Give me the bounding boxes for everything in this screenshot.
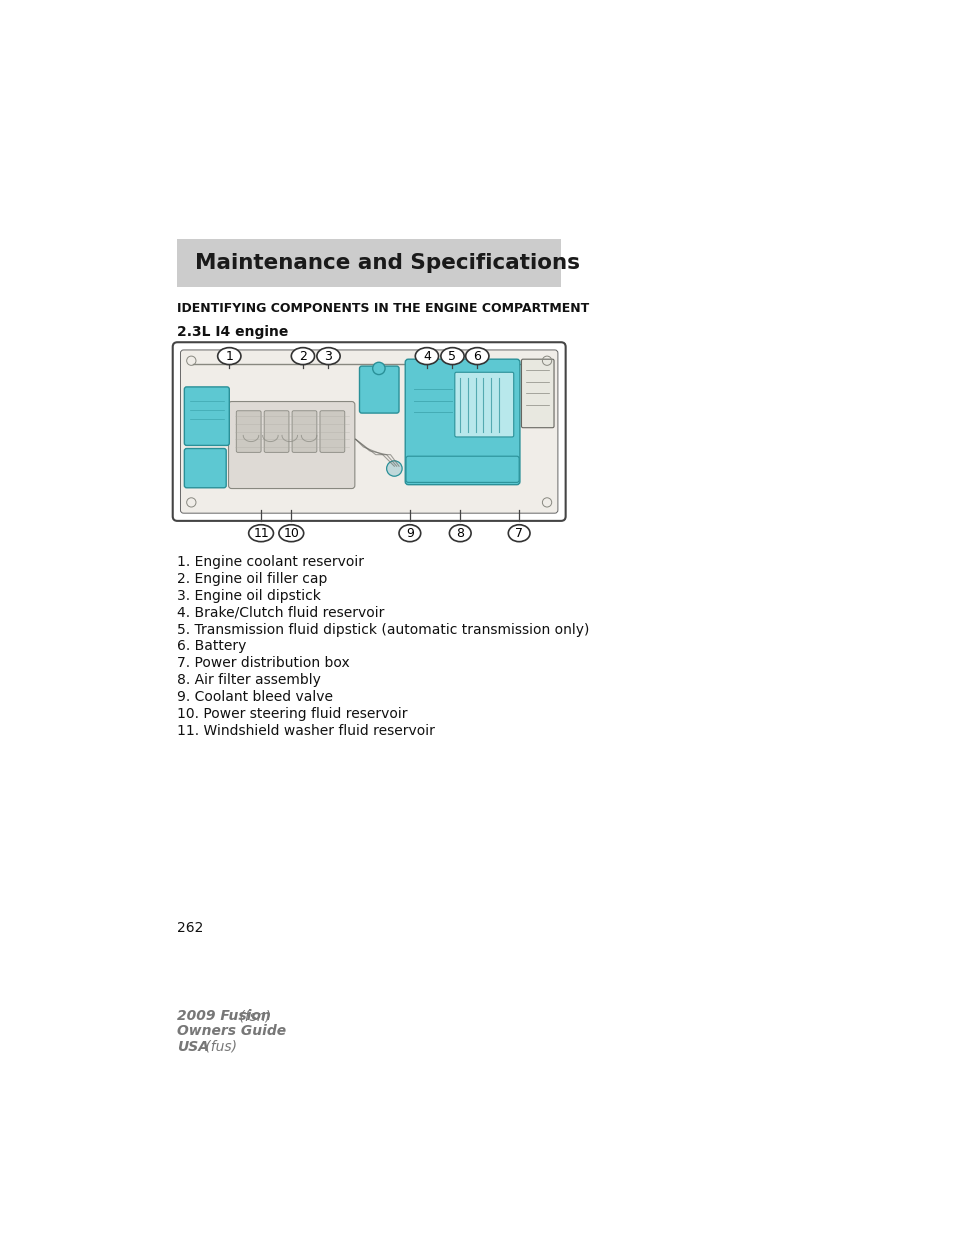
FancyBboxPatch shape [229,401,355,489]
Ellipse shape [291,347,314,364]
Text: 11. Windshield washer fluid reservoir: 11. Windshield washer fluid reservoir [177,724,435,739]
Text: 1. Engine coolant reservoir: 1. Engine coolant reservoir [177,555,364,569]
Text: 9. Coolant bleed valve: 9. Coolant bleed valve [177,690,333,704]
Text: 7: 7 [515,526,522,540]
Text: 2. Engine oil filler cap: 2. Engine oil filler cap [177,572,328,585]
Ellipse shape [217,347,241,364]
Text: 10: 10 [283,526,299,540]
Text: 7. Power distribution box: 7. Power distribution box [177,656,350,671]
FancyBboxPatch shape [184,387,229,446]
FancyBboxPatch shape [264,411,289,452]
Text: 2.3L I4 engine: 2.3L I4 engine [177,325,289,340]
Text: 6: 6 [473,350,480,363]
Text: 8: 8 [456,526,464,540]
Text: USA: USA [177,1040,209,1053]
Ellipse shape [415,347,438,364]
Text: 5. Transmission fluid dipstick (automatic transmission only): 5. Transmission fluid dipstick (automati… [177,622,589,636]
Text: 9: 9 [406,526,414,540]
FancyBboxPatch shape [184,448,226,488]
Text: 3: 3 [324,350,332,363]
Text: (fus): (fus) [200,1040,236,1053]
Ellipse shape [449,525,471,542]
FancyBboxPatch shape [359,366,398,412]
Text: 1: 1 [225,350,233,363]
Text: 262: 262 [177,920,204,935]
Text: 3. Engine oil dipstick: 3. Engine oil dipstick [177,589,321,603]
Ellipse shape [508,525,530,542]
Text: 6. Battery: 6. Battery [177,640,247,653]
Text: 8. Air filter assembly: 8. Air filter assembly [177,673,321,688]
FancyBboxPatch shape [180,350,558,514]
Text: 10. Power steering fluid reservoir: 10. Power steering fluid reservoir [177,708,408,721]
Text: (fsn): (fsn) [235,1009,272,1023]
Text: 4. Brake/Clutch fluid reservoir: 4. Brake/Clutch fluid reservoir [177,605,384,620]
Text: 5: 5 [448,350,456,363]
Bar [177,240,560,287]
FancyBboxPatch shape [455,372,513,437]
Text: 4: 4 [422,350,431,363]
Text: IDENTIFYING COMPONENTS IN THE ENGINE COMPARTMENT: IDENTIFYING COMPONENTS IN THE ENGINE COM… [177,303,589,315]
Ellipse shape [316,347,340,364]
Text: 2: 2 [298,350,307,363]
Ellipse shape [440,347,464,364]
FancyBboxPatch shape [319,411,344,452]
Text: 11: 11 [253,526,269,540]
FancyBboxPatch shape [292,411,316,452]
Text: Owners Guide: Owners Guide [177,1025,286,1039]
Ellipse shape [398,525,420,542]
FancyBboxPatch shape [236,411,261,452]
FancyBboxPatch shape [172,342,565,521]
Ellipse shape [278,525,303,542]
FancyBboxPatch shape [521,359,554,427]
Text: 2009 Fusion: 2009 Fusion [177,1009,271,1023]
FancyBboxPatch shape [405,359,519,484]
Ellipse shape [249,525,274,542]
Circle shape [386,461,402,477]
Circle shape [373,362,385,374]
FancyBboxPatch shape [406,456,518,483]
Ellipse shape [465,347,488,364]
Text: Maintenance and Specifications: Maintenance and Specifications [195,253,579,273]
